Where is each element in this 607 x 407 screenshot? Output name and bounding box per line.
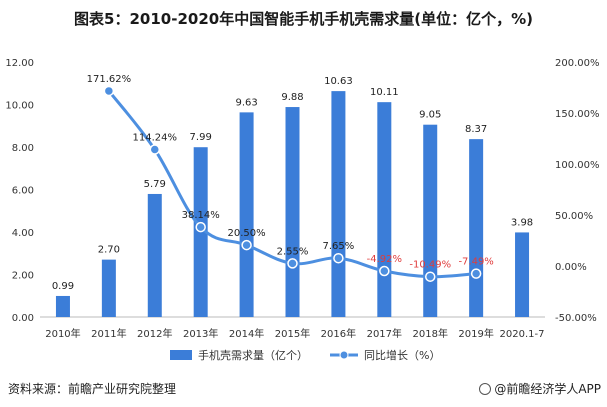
left-axis-tick-label: 6.00	[12, 186, 34, 197]
bar-value-label: 10.11	[370, 87, 399, 98]
bar	[239, 112, 254, 317]
right-axis-tick-label: 150.00%	[555, 109, 600, 120]
x-axis-tick-label: 2017年	[367, 327, 402, 340]
growth-value-label: 38.14%	[182, 210, 220, 221]
legend-line-label: 同比增长（%）	[364, 348, 440, 362]
growth-value-label: 2.55%	[277, 246, 309, 257]
growth-point	[287, 258, 298, 269]
bar-value-label: 3.98	[511, 217, 533, 228]
bar	[331, 91, 346, 317]
bar	[285, 107, 300, 317]
growth-point	[424, 271, 436, 282]
x-axis-tick-label: 2016年	[321, 327, 356, 340]
left-axis-tick-label: 10.00	[5, 101, 34, 112]
growth-value-label: -7.49%	[458, 257, 493, 268]
growth-value-label: 171.62%	[87, 74, 132, 85]
bar	[55, 295, 70, 317]
left-axis-tick-label: 8.00	[12, 143, 34, 154]
growth-point	[241, 239, 252, 251]
brand-logo-icon	[479, 383, 492, 395]
bar-value-label: 2.70	[98, 245, 120, 256]
bar-value-label: 5.79	[144, 179, 166, 190]
chart-title: 图表5：2010-2020年中国智能手机手机壳需求量(单位：亿个，%)	[74, 10, 533, 28]
bar-value-label: 7.99	[190, 132, 212, 143]
growth-value-label: -10.49%	[409, 260, 451, 271]
bar-value-label: 9.88	[281, 92, 303, 103]
right-axis-tick-label: 200.00%	[555, 58, 600, 69]
right-axis-tick-label: 100.00%	[555, 160, 600, 171]
bar-value-label: 9.63	[235, 97, 257, 108]
bar	[469, 139, 484, 317]
bar	[377, 102, 392, 317]
right-axis-tick-label: 50.00%	[555, 211, 593, 222]
growth-value-label: 20.50%	[228, 228, 266, 239]
x-axis-tick-label: 2015年	[275, 327, 310, 340]
left-axis-tick-label: 0.00	[12, 313, 34, 324]
right-axis-tick-label: -50.00%	[555, 313, 597, 324]
bar-value-label: 0.99	[52, 281, 74, 292]
growth-point	[149, 144, 161, 155]
right-axis-tick-label: 0.00%	[555, 262, 587, 273]
x-axis-tick-label: 2011年	[91, 327, 126, 340]
growth-point	[195, 221, 206, 233]
left-axis-tick-label: 2.00	[12, 271, 34, 282]
brand-credit: @前瞻经济学人APP	[479, 380, 601, 397]
bar	[423, 124, 438, 317]
legend-line-marker	[339, 350, 349, 360]
x-axis-tick-label: 2013年	[183, 327, 218, 340]
left-axis-tick-label: 4.00	[12, 228, 34, 239]
x-axis-tick-label: 2014年	[229, 327, 264, 340]
growth-value-label: 114.24%	[133, 132, 178, 143]
x-axis-tick-label: 2020.1-7	[500, 329, 545, 340]
source-note: 资料来源：前瞻产业研究院整理	[8, 382, 177, 396]
growth-point	[470, 268, 482, 279]
bar-value-label: 9.05	[419, 110, 441, 121]
growth-value-label: 7.65%	[323, 241, 355, 252]
growth-point	[333, 252, 344, 264]
x-axis-tick-label: 2012年	[137, 327, 172, 340]
x-axis-tick-label: 2019年	[458, 327, 493, 340]
growth-value-label: -4.92%	[367, 254, 402, 265]
growth-point	[379, 265, 390, 277]
legend-bar-swatch	[170, 350, 192, 360]
bar-value-label: 8.37	[465, 124, 487, 135]
x-axis-tick-label: 2010年	[45, 327, 80, 340]
bar-value-label: 10.63	[324, 76, 353, 87]
bar	[515, 232, 530, 317]
legend-bar-label: 手机壳需求量（亿个）	[198, 348, 308, 362]
growth-point	[103, 85, 115, 97]
bar	[147, 193, 162, 317]
left-axis-tick-label: 12.00	[5, 58, 34, 69]
x-axis-tick-label: 2018年	[413, 327, 448, 340]
brand-text: @前瞻经济学人APP	[494, 382, 601, 396]
bar	[101, 259, 116, 317]
